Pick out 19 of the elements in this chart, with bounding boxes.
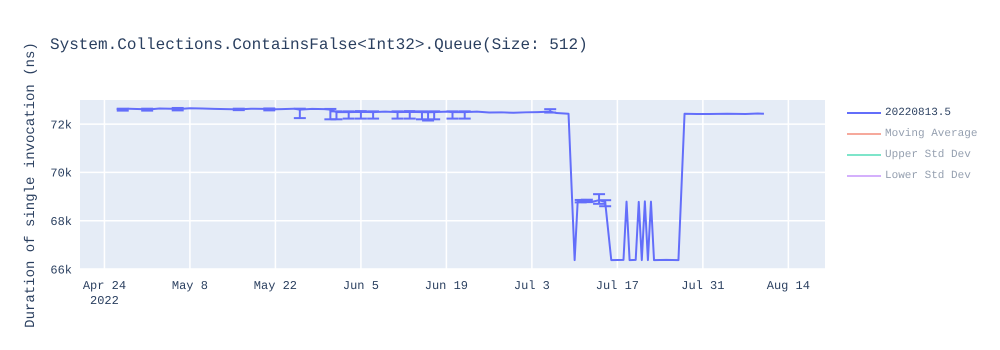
x-tick-label: Jul 3 xyxy=(514,279,550,293)
x-tick-label: Jul 31 xyxy=(681,279,724,293)
chart-title: System.Collections.ContainsFalse<Int32>.Queue(Size: 512) xyxy=(50,36,588,54)
x-tick-label: Jul 17 xyxy=(596,279,639,293)
y-tick-label: 70k xyxy=(50,166,72,181)
y-tick-label: 72k xyxy=(50,118,72,132)
x-tick-label: Jun 5 xyxy=(342,279,379,293)
legend-label: 20220813.5 xyxy=(885,106,952,118)
legend-label: Moving Average xyxy=(885,128,978,140)
x-tick-label: Jun 19 xyxy=(424,279,468,293)
x-tick-label: May 8 xyxy=(172,279,208,293)
y-tick-label: 66k xyxy=(50,263,72,278)
y-axis-title: Duration of single invocation (ns) xyxy=(23,42,39,328)
x-tick-label: Apr 24 2022 xyxy=(82,279,126,308)
legend-label: Upper Std Dev xyxy=(885,148,971,160)
legend-label: Lower Std Dev xyxy=(885,170,971,182)
y-tick-label: 68k xyxy=(50,214,72,229)
x-tick-label: May 22 xyxy=(254,279,298,293)
x-tick-label: Aug 14 xyxy=(766,279,810,293)
